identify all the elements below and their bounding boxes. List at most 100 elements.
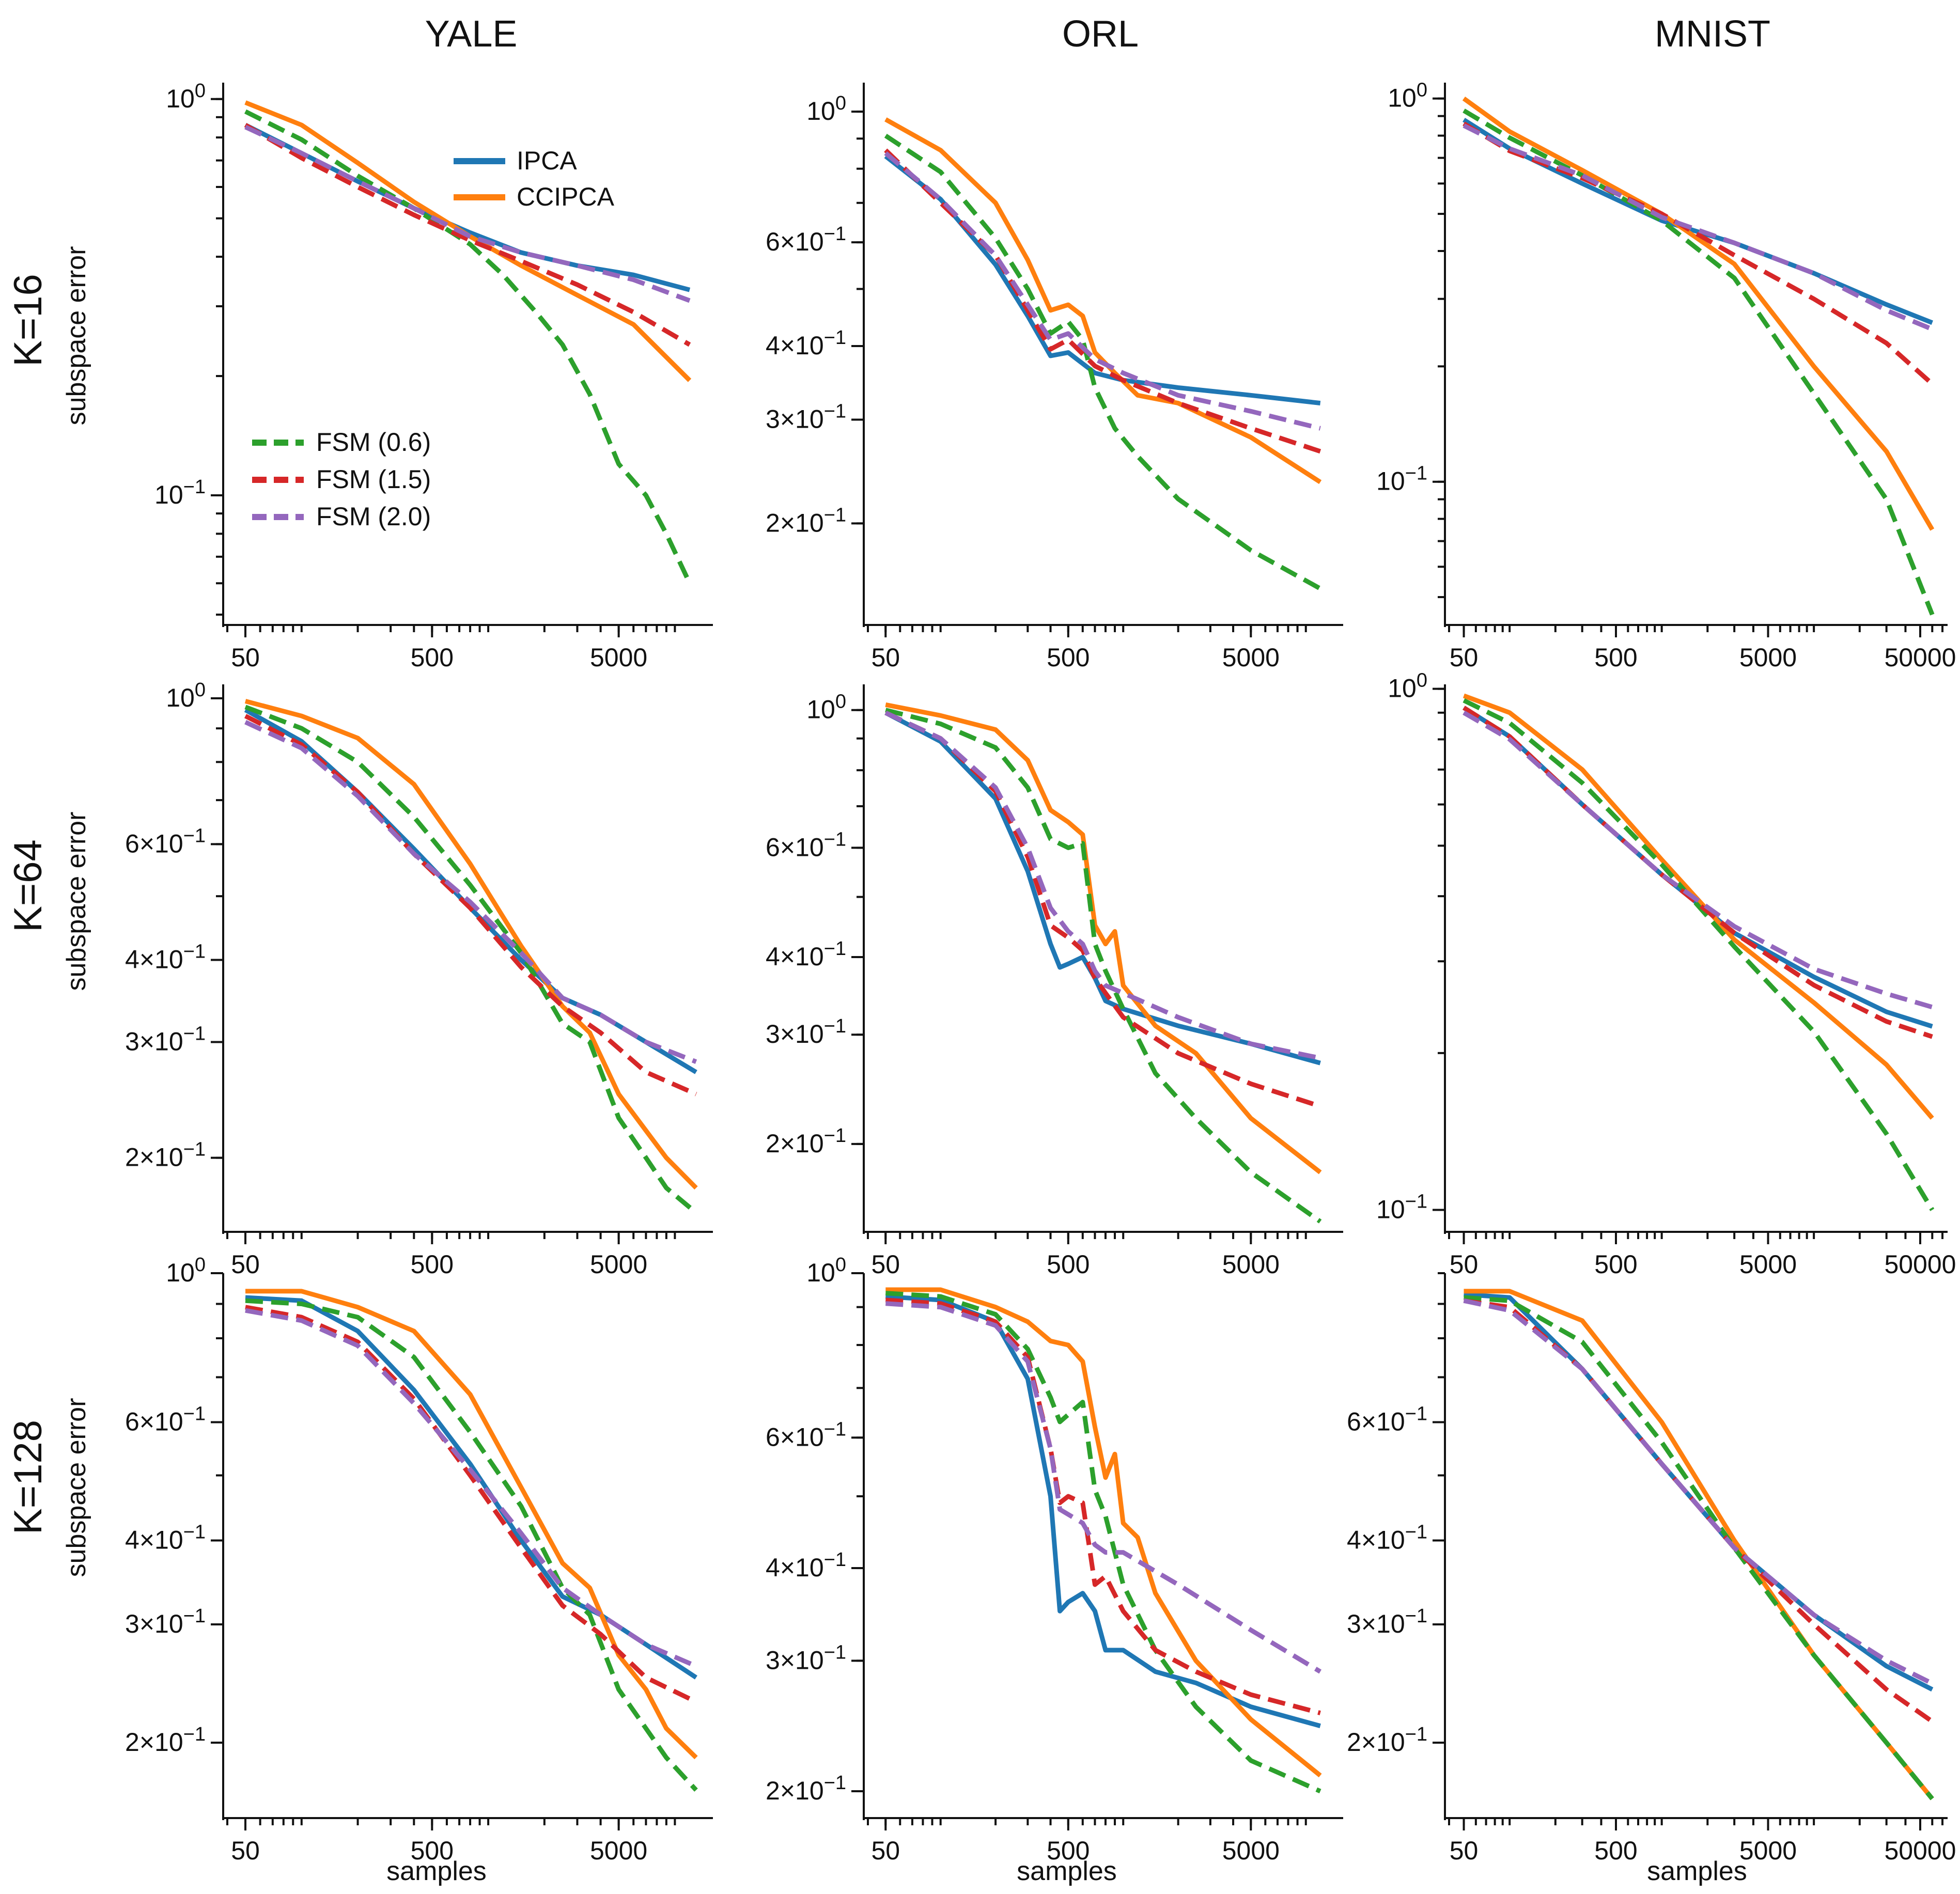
y-axis-label-row1: subspace error xyxy=(61,246,91,426)
x-tick-label: 50 xyxy=(1450,1836,1479,1865)
y-tick-label: 6×10−1 xyxy=(766,828,846,862)
y-tick-label: 10−1 xyxy=(1376,463,1427,496)
y-tick-label: 3×10−1 xyxy=(766,400,846,433)
series-line-fsm-0-6 xyxy=(885,1291,1321,1794)
x-tick-label: 50 xyxy=(1450,1250,1479,1279)
x-tick-label: 50 xyxy=(231,1250,260,1279)
series-line-fsm-1-5 xyxy=(244,123,691,347)
panel-orl-k-64: 50 500 5000 100 6×10−1 4×10−1 3×10−1 2×10−1 xyxy=(766,684,1343,1279)
series-line-fsm-2-0 xyxy=(1463,123,1934,332)
series-line-ccipca xyxy=(244,100,692,382)
x-tick-label: 500 xyxy=(1594,1836,1637,1865)
series-line-ccipca xyxy=(244,699,698,1190)
y-tick-label: 3×10−1 xyxy=(766,1641,846,1674)
series-line-ccipca xyxy=(885,1287,1322,1778)
legend: IPCA CCIPCA FSM (0.6) FSM (1.5) FSM (2.0… xyxy=(252,146,615,531)
series-line-fsm-2-0 xyxy=(244,124,691,303)
panels-layer: 50 500 5000 100 10−1 50 500 5000 100 6×10−1 4×10−1… xyxy=(125,80,1956,1865)
series-line-ipca xyxy=(1463,706,1933,1029)
series-line-ipca xyxy=(244,122,691,292)
y-tick-label: 2×10−1 xyxy=(1347,1724,1427,1757)
panel-yale-k-64: 50 500 5000 100 6×10−1 4×10−1 3×10−1 2×10−1 xyxy=(125,679,713,1279)
series-line-fsm-0-6 xyxy=(244,705,698,1215)
x-tick-label: 5000 xyxy=(1739,1250,1797,1279)
x-tick-label: 50000 xyxy=(1884,643,1956,672)
y-tick-label: 100 xyxy=(166,679,206,712)
panel-orl-k-128: 50 500 5000 100 6×10−1 4×10−1 3×10−1 2×10−1 xyxy=(766,1254,1343,1865)
series-line-fsm-0-6 xyxy=(244,109,692,585)
y-tick-label: 100 xyxy=(806,691,846,724)
x-tick-label: 50000 xyxy=(1884,1836,1956,1865)
series-line-ccipca xyxy=(1462,97,1935,531)
series-line-fsm-1-5 xyxy=(244,714,697,1097)
y-tick-label: 6×10−1 xyxy=(766,1418,846,1451)
y-tick-label: 100 xyxy=(166,80,206,113)
y-tick-label: 3×10−1 xyxy=(1347,1605,1427,1638)
series-line-ccipca xyxy=(884,117,1322,484)
x-tick-label: 500 xyxy=(1047,1250,1090,1279)
legend-label-ipca: IPCA xyxy=(517,146,577,175)
y-tick-label: 10−1 xyxy=(154,476,206,509)
x-tick-label: 50000 xyxy=(1884,1250,1956,1279)
series-line-fsm-0-6 xyxy=(884,134,1321,591)
column-title-orl: ORL xyxy=(1062,13,1139,55)
panel-yale-k-128: 50 500 5000 100 6×10−1 4×10−1 3×10−1 2×10−1 xyxy=(125,1254,713,1865)
x-tick-label: 5000 xyxy=(1222,1250,1280,1279)
series-line-fsm-2-0 xyxy=(884,710,1321,1061)
x-tick-label: 500 xyxy=(1047,643,1090,672)
y-tick-label: 2×10−1 xyxy=(766,1772,846,1805)
column-title-mnist: MNIST xyxy=(1655,13,1770,55)
y-tick-label: 4×10−1 xyxy=(125,1522,206,1555)
y-tick-label: 100 xyxy=(806,1254,846,1287)
series-line-fsm-2-0 xyxy=(1463,1298,1934,1686)
series-line-fsm-1-5 xyxy=(245,1305,697,1704)
x-tick-label: 50 xyxy=(231,643,260,672)
series-line-fsm-0-6 xyxy=(1463,698,1935,1211)
y-tick-label: 6×10−1 xyxy=(766,223,846,256)
series-line-ipca xyxy=(884,154,1321,405)
row-label-k64: K=64 xyxy=(6,839,50,932)
y-tick-label: 2×10−1 xyxy=(125,1139,206,1172)
panel-mnist-k-128: 50 500 5000 50000 6×10−1 4×10−1 3×10−1 2×10−1 xyxy=(1347,1272,1956,1865)
column-title-yale: YALE xyxy=(425,13,518,55)
series-line-fsm-2-0 xyxy=(884,151,1321,431)
x-tick-label: 5000 xyxy=(590,1836,647,1865)
x-axis-label-orl: samples xyxy=(1017,1856,1117,1886)
y-tick-label: 100 xyxy=(1388,670,1427,703)
x-tick-label: 50 xyxy=(871,643,900,672)
y-tick-label: 3×10−1 xyxy=(125,1605,206,1638)
y-tick-label: 6×10−1 xyxy=(125,825,206,858)
x-tick-label: 5000 xyxy=(1222,1836,1280,1865)
panel-mnist-k-64: 50 500 5000 50000 100 10−1 xyxy=(1376,670,1956,1279)
y-tick-label: 4×10−1 xyxy=(1347,1522,1427,1555)
series-line-fsm-1-5 xyxy=(1463,706,1933,1039)
y-tick-label: 4×10−1 xyxy=(766,1549,846,1582)
x-tick-label: 500 xyxy=(1047,1836,1090,1865)
series-line-fsm-2-0 xyxy=(245,1308,697,1668)
x-axis-label-mnist: samples xyxy=(1647,1856,1747,1886)
y-tick-label: 100 xyxy=(166,1254,206,1287)
y-tick-label: 3×10−1 xyxy=(766,1015,846,1048)
x-tick-label: 500 xyxy=(1594,643,1637,672)
series-line-fsm-2-0 xyxy=(1463,710,1933,1010)
row-label-k16: K=16 xyxy=(6,274,50,367)
x-tick-label: 5000 xyxy=(1739,643,1797,672)
legend-label-fsm-15: FSM (1.5) xyxy=(316,465,431,494)
y-tick-label: 10−1 xyxy=(1376,1191,1427,1224)
series-line-fsm-0-6 xyxy=(1464,1295,1934,1801)
y-tick-label: 4×10−1 xyxy=(766,327,846,360)
x-tick-label: 5000 xyxy=(1222,643,1280,672)
y-tick-label: 6×10−1 xyxy=(125,1403,206,1436)
y-axis-label-row2: subspace error xyxy=(61,812,91,991)
y-tick-label: 3×10−1 xyxy=(125,1023,206,1056)
y-tick-label: 4×10−1 xyxy=(125,941,206,974)
series-line-fsm-0-6 xyxy=(1463,108,1935,616)
series-line-ipca xyxy=(245,1295,697,1680)
x-tick-label: 500 xyxy=(411,643,454,672)
x-tick-label: 500 xyxy=(1594,1250,1637,1279)
y-tick-label: 100 xyxy=(806,92,846,126)
x-tick-label: 50 xyxy=(1450,643,1479,672)
y-tick-label: 4×10−1 xyxy=(766,938,846,971)
x-tick-label: 50 xyxy=(871,1250,900,1279)
